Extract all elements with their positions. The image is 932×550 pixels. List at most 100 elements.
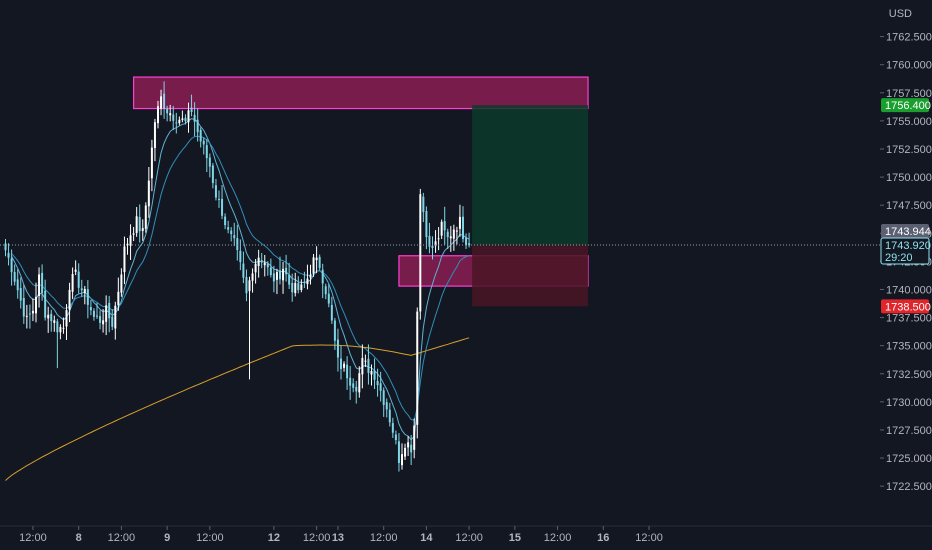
x-tick-label: 16 [597,532,609,544]
candle [312,254,315,277]
candle [92,308,95,321]
candle [16,269,19,299]
candle [355,380,358,404]
candle [22,284,25,324]
candle-body [297,283,300,291]
candle [318,254,321,271]
candle-body [266,263,269,268]
candle [330,296,333,324]
candle-body [123,246,126,273]
y-tick-label: 1727.500 [886,425,932,437]
candle-body [150,147,153,179]
candle [257,249,260,278]
candle [120,268,123,297]
candle [315,246,318,274]
candle-body [41,272,44,293]
candle [248,276,251,380]
candle-body [53,320,56,324]
last-price-label-bg [881,224,929,238]
candle [218,190,220,208]
candle-body [309,274,312,278]
candle [361,344,364,389]
candle [449,225,452,252]
candle [437,227,440,251]
candle-body [282,268,285,281]
long-position-tool[interactable] [472,105,589,307]
candle-body [321,269,324,284]
last-price-label: 1743.944 [881,224,931,238]
candle-body [315,257,318,261]
candle [28,304,31,329]
candle-body [153,122,156,148]
candle-body [86,289,89,305]
candle-body [190,107,193,113]
candle [373,358,376,389]
candle [105,295,108,336]
candle-body [178,119,181,124]
candle-body [379,383,382,391]
candle-body [218,198,220,200]
supply-zone[interactable] [133,76,589,110]
stop-area[interactable] [472,245,589,307]
candle [83,285,86,305]
candle [208,153,211,178]
candle [352,378,355,393]
candle [31,298,34,322]
candle-body [336,339,339,358]
candle [343,361,346,372]
x-tick-label: 12:00 [19,532,47,544]
candle [147,166,150,218]
candle [163,81,166,119]
candle [108,295,111,333]
candle [379,371,382,402]
candle [462,206,464,243]
candle-body [132,233,135,235]
candle [468,232,471,248]
candle [19,277,22,309]
candle [364,354,367,367]
y-tick-label: 1737.500 [886,313,932,325]
candle-body [35,296,37,314]
price-axis[interactable]: 1722.500 1725.000 1727.500 1730.000 1732.500… [880,32,932,494]
candle-body [19,287,22,301]
candle [416,307,419,439]
candle-body [160,96,163,109]
candle-body [50,313,53,322]
y-tick-label: 1760.000 [886,60,932,72]
candle [422,192,425,223]
candle-body [47,314,50,319]
candle-body [28,313,31,315]
candle [233,222,236,247]
time-axis[interactable]: 12:00 8 12:00 9 12:00 12 12:00 13 12:00 14 12:00 15… [0,525,932,544]
x-tick-label: 12:00 [108,532,136,544]
candle-body [83,288,86,293]
candle-body [376,380,379,386]
candle-body [462,216,464,239]
candle-body [59,326,62,333]
candle-body [126,243,129,246]
candle-body [410,444,413,453]
target-price-label-bg [881,98,929,113]
candle-body [419,194,422,312]
last-price-label-text: 1743.944 [885,226,931,238]
candle-body [327,293,330,304]
current-price-text: 1743.920 [885,240,931,252]
candle-body [269,267,272,276]
target-area[interactable] [472,105,589,246]
candle-body [388,409,391,423]
candle [47,306,50,333]
candle [349,365,352,400]
candle [397,433,400,472]
y-tick-label: 1750.000 [886,172,932,184]
candle-body [56,321,59,333]
candle [303,271,306,288]
candle [187,102,190,133]
candle-body [193,114,196,122]
candle-body [300,284,303,290]
candle [80,279,83,297]
y-tick-label: 1722.500 [886,481,932,493]
candle [251,268,254,293]
candle-body [422,196,425,212]
